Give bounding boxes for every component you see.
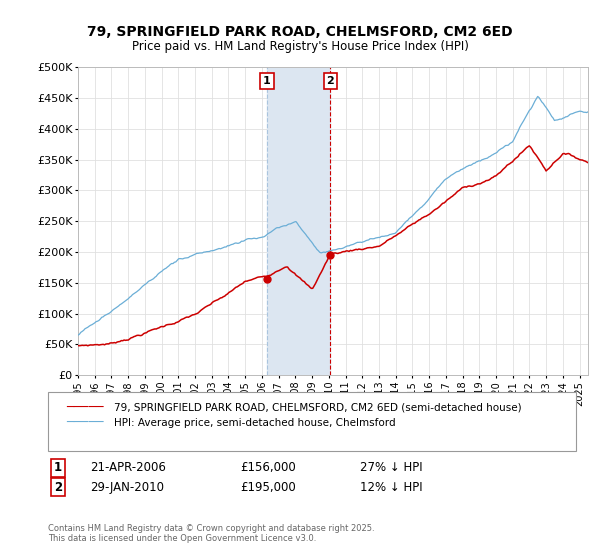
- Text: Price paid vs. HM Land Registry's House Price Index (HPI): Price paid vs. HM Land Registry's House …: [131, 40, 469, 53]
- Text: 79, SPRINGFIELD PARK ROAD, CHELMSFORD, CM2 6ED: 79, SPRINGFIELD PARK ROAD, CHELMSFORD, C…: [87, 25, 513, 39]
- Text: 21-APR-2006: 21-APR-2006: [90, 461, 166, 474]
- Text: £195,000: £195,000: [240, 480, 296, 494]
- Bar: [267, 67, 330, 375]
- Text: ─────: ─────: [66, 401, 104, 414]
- Text: 2: 2: [326, 76, 334, 86]
- Text: 12% ↓ HPI: 12% ↓ HPI: [360, 480, 422, 494]
- Text: 1: 1: [263, 76, 271, 86]
- Text: £156,000: £156,000: [240, 461, 296, 474]
- Text: 79, SPRINGFIELD PARK ROAD, CHELMSFORD, CM2 6ED (semi-detached house): 79, SPRINGFIELD PARK ROAD, CHELMSFORD, C…: [114, 403, 521, 413]
- Text: 2: 2: [54, 480, 62, 494]
- Text: 1: 1: [54, 461, 62, 474]
- Text: 29-JAN-2010: 29-JAN-2010: [90, 480, 164, 494]
- Text: Contains HM Land Registry data © Crown copyright and database right 2025.
This d: Contains HM Land Registry data © Crown c…: [48, 524, 374, 543]
- Text: HPI: Average price, semi-detached house, Chelmsford: HPI: Average price, semi-detached house,…: [114, 418, 395, 428]
- Text: 27% ↓ HPI: 27% ↓ HPI: [360, 461, 422, 474]
- Text: ─────: ─────: [66, 416, 104, 430]
